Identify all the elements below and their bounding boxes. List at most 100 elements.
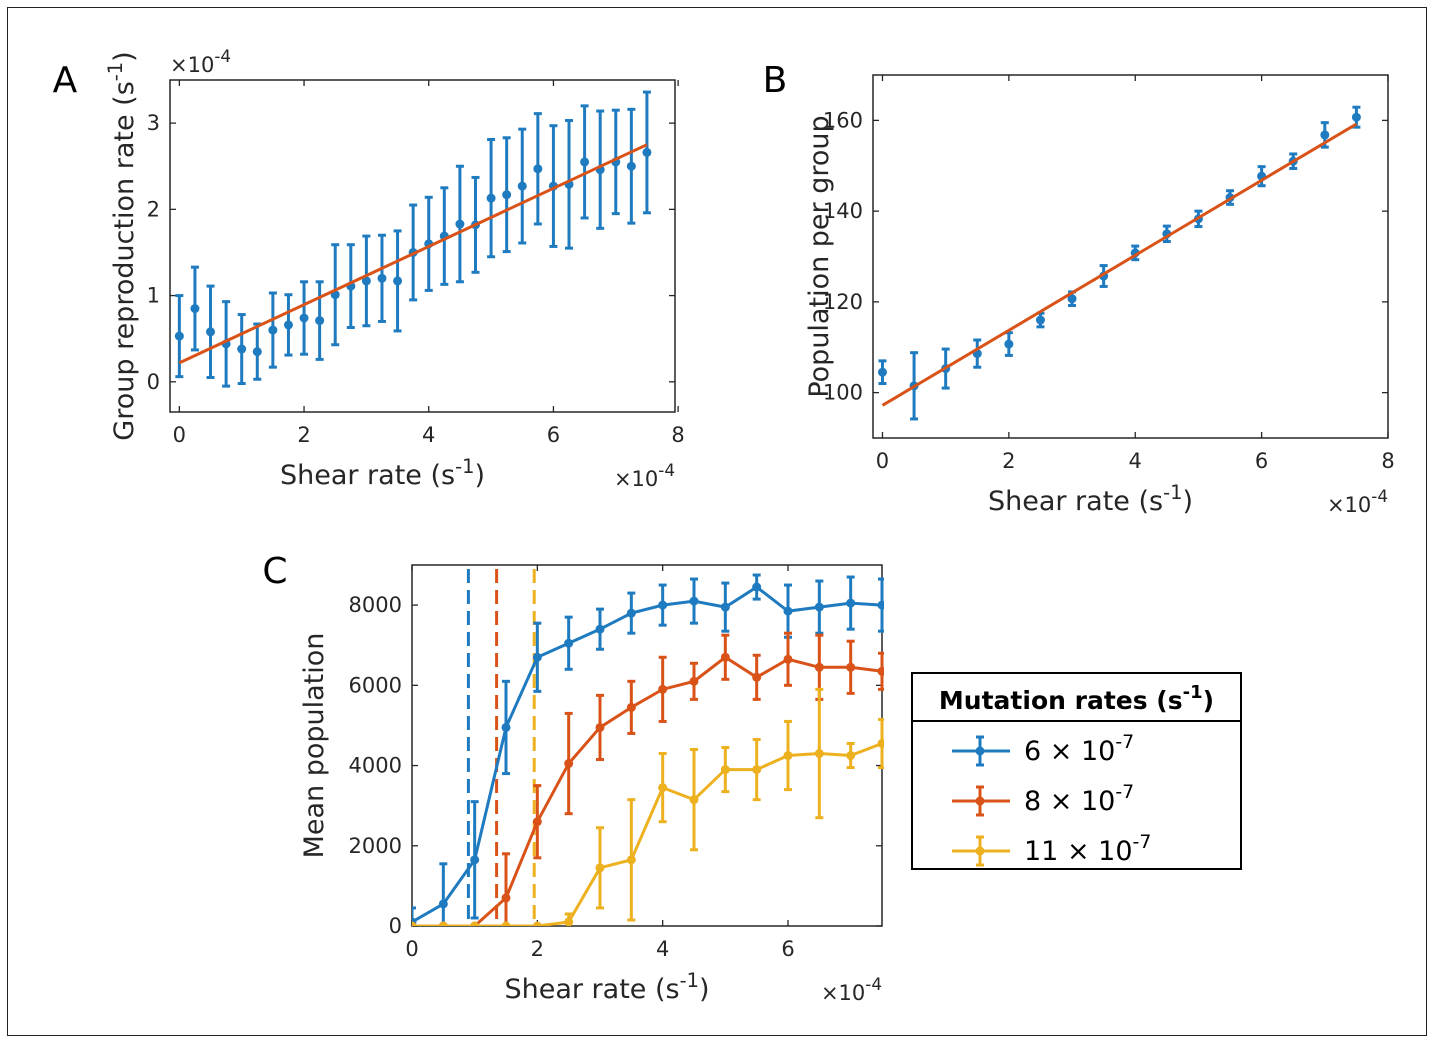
x-axis-label-sup: -1 (680, 969, 699, 992)
data-point (658, 684, 668, 694)
data-point (877, 738, 884, 748)
data-point (517, 181, 527, 191)
x-tick-label: 6 (1255, 449, 1268, 473)
x-tick-label: 8 (671, 423, 684, 447)
y-tick-label: 8000 (349, 593, 402, 617)
x-axis-label-close: ) (699, 974, 710, 1005)
y-tick-label: 160 (823, 108, 863, 132)
x-multiplier-base: ×10 (1327, 493, 1371, 517)
data-point (783, 751, 793, 761)
data-point (501, 893, 511, 903)
x-multiplier: ×10-4 (1327, 486, 1388, 517)
data-point (532, 817, 542, 827)
data-point (174, 331, 184, 341)
data-point (783, 654, 793, 664)
panel-letter: A (53, 60, 78, 101)
data-point (626, 608, 636, 618)
data-point (283, 320, 293, 330)
data-point (486, 193, 496, 203)
data-point (642, 147, 652, 157)
legend-entry-sup: -7 (1115, 731, 1134, 753)
data-point (689, 795, 699, 805)
data-point (814, 662, 824, 672)
data-point (846, 598, 856, 608)
data-point (564, 917, 574, 926)
data-point (626, 161, 636, 171)
data-point (877, 367, 887, 377)
data-point (299, 313, 309, 323)
x-tick-label: 0 (173, 423, 186, 447)
data-point (814, 749, 824, 759)
y-tick-label: 2 (147, 197, 160, 221)
legend-entry: 11 × 10-7 (1024, 831, 1151, 867)
y-axis-label: Group reproduction rate (s-1) (104, 51, 140, 440)
x-multiplier-exp: -4 (865, 974, 882, 994)
legend-entry: 6 × 10-7 (1024, 731, 1134, 767)
data-point (501, 921, 511, 926)
data-point (595, 722, 605, 732)
y-tick-label: 120 (823, 290, 863, 314)
y-axis-label: Mean population (299, 633, 330, 859)
y-axis-label-close: ) (109, 51, 140, 62)
legend-swatch-marker (975, 846, 985, 856)
x-axis-label: Shear rate (s-1) (280, 455, 485, 491)
data-point (412, 921, 417, 926)
data-point (877, 600, 884, 610)
x-axis-label-base: Shear rate (s (280, 460, 455, 491)
x-axis-label: Shear rate (s-1) (988, 481, 1193, 517)
data-point (752, 765, 762, 775)
legend-box (911, 672, 1242, 870)
data-point (783, 606, 793, 616)
y-tick-label: 3 (147, 111, 160, 135)
data-point (1035, 315, 1045, 325)
data-point (377, 273, 387, 283)
data-point (595, 624, 605, 634)
data-point (752, 582, 762, 592)
legend-entry-base: 6 × 10 (1024, 736, 1115, 767)
x-multiplier-exp: -4 (658, 460, 675, 480)
x-tick-label: 8 (1381, 449, 1394, 473)
legend-entry-sup: -7 (1115, 781, 1134, 803)
y-multiplier-base: ×10 (170, 53, 214, 77)
data-point (438, 899, 448, 909)
data-point (206, 327, 216, 337)
x-axis-label-sup: -1 (455, 455, 474, 478)
data-point (237, 344, 247, 354)
legend-title: Mutation rates (s-1) (939, 682, 1214, 715)
series-line (412, 742, 883, 926)
x-axis-label-close: ) (1182, 486, 1193, 517)
legend-swatch-marker (975, 746, 985, 756)
x-axis-label-base: Shear rate (s (504, 974, 679, 1005)
x-axis-label-close: ) (474, 460, 485, 491)
x-tick-label: 2 (1002, 449, 1015, 473)
data-point (455, 219, 465, 229)
y-multiplier-exp: -4 (214, 46, 231, 66)
plot-frame (169, 79, 676, 413)
data-point (626, 855, 636, 865)
data-point (361, 276, 371, 286)
fit-line (178, 143, 648, 365)
panel-letter: B (763, 60, 788, 101)
y-multiplier: ×10-4 (170, 46, 231, 77)
data-point (814, 602, 824, 612)
x-axis-label-base: Shear rate (s (988, 486, 1163, 517)
data-point (846, 662, 856, 672)
x-tick-label: 0 (405, 937, 418, 961)
data-point (720, 765, 730, 775)
y-tick-label: 6000 (349, 673, 402, 697)
y-tick-label: 100 (823, 381, 863, 405)
data-point (502, 190, 512, 200)
y-tick-label: 140 (823, 199, 863, 223)
series-group (174, 90, 652, 388)
data-point (626, 702, 636, 712)
legend-title-close: ) (1203, 686, 1214, 715)
x-tick-label: 0 (876, 449, 889, 473)
data-point (190, 304, 200, 314)
data-point (532, 652, 542, 662)
legend-title-sup: -1 (1183, 682, 1203, 703)
legend-entry-base: 8 × 10 (1024, 786, 1115, 817)
